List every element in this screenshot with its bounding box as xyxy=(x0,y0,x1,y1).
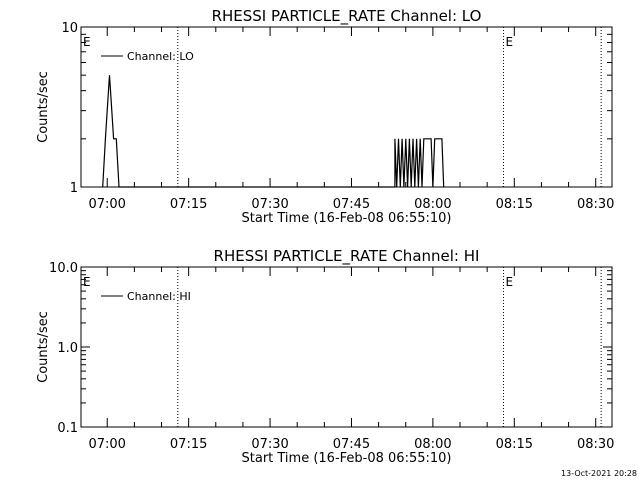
x-tick-label: 07:15 xyxy=(170,197,207,212)
chart-panel-2: RHESSI PARTICLE_RATE Channel: HI 0.1 1.0 10… xyxy=(36,247,614,466)
legend-label: Channel: LO xyxy=(127,50,194,63)
x-tick-label: 07:00 xyxy=(88,437,125,452)
y-tick-label: 1 xyxy=(70,181,78,196)
x-tick-label: 08:00 xyxy=(414,197,451,212)
x-tick-label: 08:30 xyxy=(577,437,614,452)
event-marker-label: E xyxy=(505,275,513,289)
y-tick-label: 10 xyxy=(61,21,78,36)
series-line xyxy=(102,75,445,188)
x-tick-label: 07:30 xyxy=(251,437,288,452)
y-tick-label: 1.0 xyxy=(57,341,78,356)
x-tick-label: 08:30 xyxy=(577,197,614,212)
chart-title: RHESSI PARTICLE_RATE Channel: HI xyxy=(214,247,480,266)
x-axis-label: Start Time (16-Feb-08 06:55:10) xyxy=(242,451,452,466)
y-axis-label: Counts/sec xyxy=(36,311,51,383)
x-tick-label: 07:45 xyxy=(333,437,370,452)
y-tick-label: 10.0 xyxy=(49,261,78,276)
x-tick-label: 07:00 xyxy=(88,197,125,212)
footer-timestamp: 13-Oct-2021 20:28 xyxy=(561,469,637,478)
x-tick-label: 07:45 xyxy=(333,197,370,212)
chart-title: RHESSI PARTICLE_RATE Channel: LO xyxy=(212,7,482,26)
x-tick-label: 08:15 xyxy=(496,197,533,212)
legend-label: Channel: HI xyxy=(127,290,191,303)
x-tick-label: 08:15 xyxy=(496,437,533,452)
chart-panel-1: RHESSI PARTICLE_RATE Channel: LO 1 10 07:00… xyxy=(36,7,614,226)
event-marker-label: E xyxy=(505,35,513,49)
event-marker-label: E xyxy=(83,275,91,289)
y-tick-label: 0.1 xyxy=(57,421,78,436)
y-axis-label: Counts/sec xyxy=(36,71,51,143)
x-tick-label: 07:30 xyxy=(251,197,288,212)
x-tick-label: 08:00 xyxy=(414,437,451,452)
x-tick-label: 07:15 xyxy=(170,437,207,452)
event-marker-label: E xyxy=(83,35,91,49)
x-axis-label: Start Time (16-Feb-08 06:55:10) xyxy=(242,211,452,226)
